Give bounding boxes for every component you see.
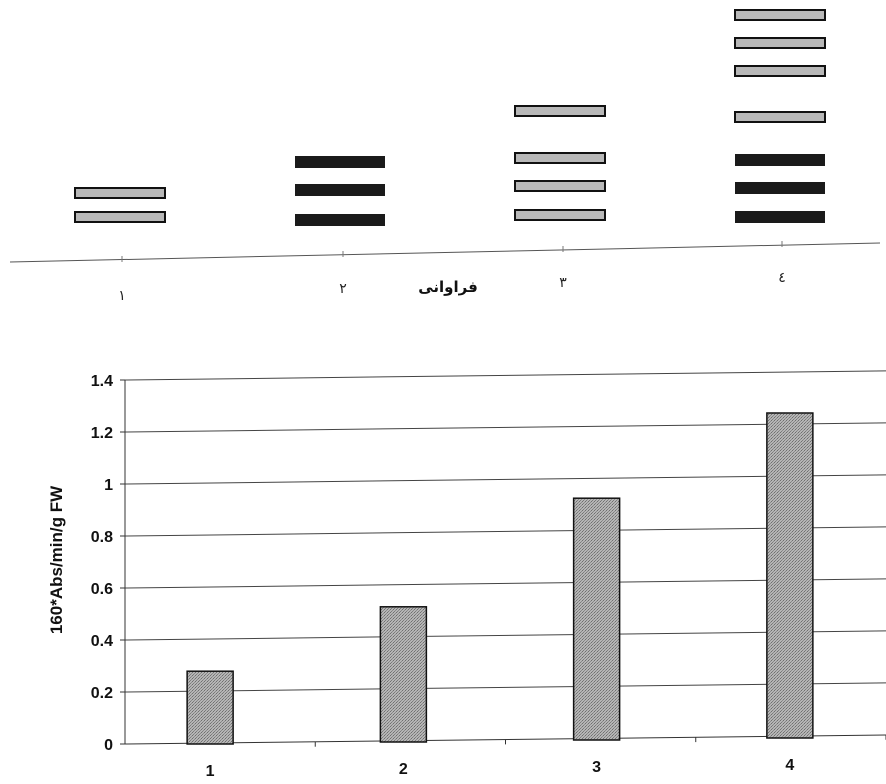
band-lane-1-2	[74, 187, 166, 199]
band-baseline	[9, 242, 881, 263]
band-lanes: ۱ ۲ ۳ ٤	[74, 9, 826, 304]
y-tick-label: 0.2	[91, 685, 113, 702]
y-tick-label: 0.4	[91, 633, 113, 650]
bars	[186, 412, 814, 745]
y-tick-label: 0	[104, 737, 113, 754]
band-lane-4-1	[735, 211, 825, 223]
band-diagram: ۱ ۲ ۳ ٤ فراوانی	[9, 9, 881, 304]
y-axis-label: 160*Abs/min/g FW	[47, 485, 66, 634]
band-lane-label-4: ٤	[778, 270, 786, 286]
gridlines	[124, 370, 886, 693]
band-lane-4-2	[735, 182, 825, 194]
x-tick-label: 4	[785, 757, 794, 774]
gridline	[124, 526, 886, 537]
x-tick-label: 2	[399, 761, 408, 778]
gridline	[124, 578, 886, 589]
x-tick-label: 3	[592, 759, 601, 776]
x-tick-labels: 1 2 3 4	[206, 734, 886, 780]
gridline	[124, 682, 886, 693]
band-lane-2-2	[295, 184, 385, 196]
y-tick-labels: 0 0.2 0.4 0.6 0.8 1 1.2 1.4	[91, 373, 125, 754]
bar-chart: 0 0.2 0.4 0.6 0.8 1 1.2 1.4 1 2 3 4 160*Abs/min/g …	[47, 370, 886, 780]
y-tick-label: 0.8	[91, 529, 113, 546]
band-axis-label: فراوانی	[418, 278, 478, 296]
band-lane-2-3	[295, 156, 385, 168]
band-lane-1-1	[74, 211, 166, 223]
bar-2	[379, 606, 428, 743]
band-lane-3-3	[514, 152, 606, 164]
band-lane-4-7	[734, 9, 826, 21]
band-lane-label-2: ۲	[339, 281, 347, 297]
y-tick-label: 1	[104, 477, 113, 494]
band-lane-3-1	[514, 209, 606, 221]
x-tick-label: 1	[206, 763, 215, 780]
y-tick-label: 1.4	[91, 373, 113, 390]
bar-4	[766, 412, 814, 739]
band-lane-4-5	[734, 65, 826, 77]
gridline	[124, 630, 886, 641]
gridline	[124, 370, 886, 381]
band-lane-4-3	[735, 154, 825, 166]
gridline	[124, 422, 886, 433]
bar-1	[186, 670, 234, 745]
band-lane-label-1: ۱	[118, 288, 126, 304]
y-tick-label: 0.6	[91, 581, 113, 598]
band-lane-2-1	[295, 214, 385, 226]
gridline	[124, 474, 886, 485]
band-lane-3-2	[514, 180, 606, 192]
band-lane-4-4	[734, 111, 826, 123]
bar-3	[572, 497, 621, 741]
band-lane-label-3: ۳	[559, 275, 567, 291]
band-lane-3-4	[514, 105, 606, 117]
band-lane-4-6	[734, 37, 826, 49]
y-tick-label: 1.2	[91, 425, 113, 442]
